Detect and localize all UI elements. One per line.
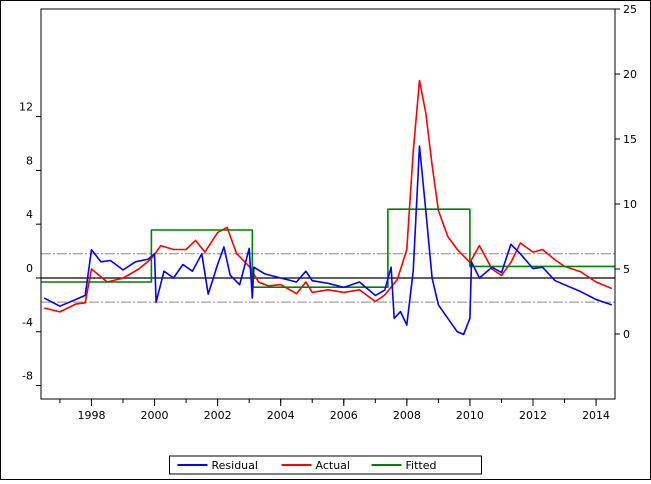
- y-right-tick-label: 10: [623, 198, 637, 211]
- legend-label-actual: Actual: [316, 459, 350, 472]
- x-tick-label: 2008: [393, 409, 421, 422]
- residual-band-lines: [41, 253, 615, 303]
- series-layer: [41, 79, 615, 336]
- y-right-tick-label: 15: [623, 133, 637, 146]
- y-left-tick-label: 4: [26, 208, 33, 221]
- x-tick-label: 2002: [204, 409, 232, 422]
- y-left-tick-label: 0: [26, 262, 33, 275]
- y-right-tick-label: 25: [623, 3, 637, 16]
- x-tick-label: 2012: [519, 409, 547, 422]
- y-axis-right: 0 5 10 15 20 25: [615, 3, 637, 341]
- y-right-tick-label: 20: [623, 68, 637, 81]
- y-axis-left: -8 -4 0 4 8 12: [19, 101, 41, 387]
- legend: Residual Actual Fitted: [169, 455, 482, 475]
- series-line-residual: [43, 145, 613, 336]
- x-tick-label: 2004: [267, 409, 295, 422]
- x-tick-label: 1998: [77, 409, 105, 422]
- y-right-tick-label: 5: [623, 263, 630, 276]
- y-left-tick-label: 8: [26, 154, 33, 167]
- series-line-actual: [44, 79, 613, 313]
- y-left-tick-label: -4: [22, 316, 33, 329]
- x-tick-label: 2014: [582, 409, 610, 422]
- x-tick-label: 2000: [141, 409, 169, 422]
- plot-area-border: [40, 8, 616, 400]
- y-left-tick-label: 12: [19, 101, 33, 114]
- legend-label-fitted: Fitted: [406, 459, 437, 472]
- x-axis: 1998 2000 2002 2004 2006 2008 2010 2012 2014: [59, 399, 610, 422]
- legend-box: [169, 455, 482, 475]
- x-tick-label: 2006: [330, 409, 358, 422]
- y-right-tick-label: 0: [623, 328, 630, 341]
- x-tick-label: 2010: [456, 409, 484, 422]
- y-left-tick-label: -8: [22, 370, 33, 383]
- legend-label-residual: Residual: [212, 459, 258, 472]
